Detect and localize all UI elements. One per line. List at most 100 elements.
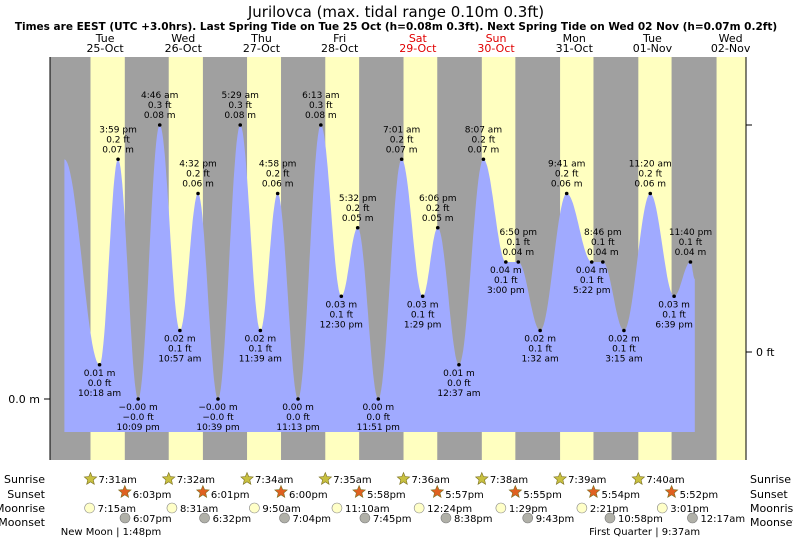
- sunset-time: 6:03pm: [133, 490, 172, 501]
- tide-point: [216, 397, 220, 401]
- tide-m-label: 0.01 m: [84, 369, 116, 379]
- tide-point: [504, 260, 508, 264]
- tide-time-label: 4:58 pm: [259, 160, 297, 170]
- moonrise-time: 11:10am: [345, 504, 390, 515]
- moonrise-icon: [249, 502, 260, 514]
- tide-point: [648, 191, 653, 196]
- tide-point: [238, 123, 243, 127]
- tide-time-label: 3:00 pm: [487, 286, 525, 296]
- tide-m-label: 0.00 m: [282, 403, 314, 413]
- right-tick-label: 0 ft: [756, 346, 775, 359]
- day-name: Tue: [642, 32, 662, 45]
- tide-point: [275, 191, 280, 196]
- chart-title: Jurilovca (max. tidal range 0.10m 0.3ft): [247, 3, 544, 21]
- tide-ft-label: −0.0 ft: [123, 413, 155, 423]
- sunset-icon: [664, 484, 679, 498]
- tide-time-label: 6:39 pm: [655, 320, 693, 330]
- row-label-left: Sunset: [7, 488, 45, 501]
- tide-ft-label: 0.1 ft: [411, 310, 435, 320]
- tide-ft-label: 0.0 ft: [447, 379, 471, 389]
- tide-m-label: 0.06 m: [634, 180, 666, 190]
- sunrise-icon: [240, 471, 254, 485]
- tide-time-label: 3:15 am: [605, 355, 642, 365]
- moonset-time: 10:58pm: [618, 514, 663, 525]
- tide-time-label: 1:32 am: [521, 355, 558, 365]
- sunrise-icon: [161, 471, 176, 485]
- day-name: Sun: [486, 32, 507, 45]
- tide-ft-label: 0.0 ft: [286, 413, 310, 423]
- moonset-icon: [119, 512, 131, 524]
- tide-point: [97, 362, 102, 367]
- sunset-time: 5:58pm: [367, 490, 406, 501]
- tide-time-label: 11:13 pm: [276, 423, 319, 433]
- day-date: 02-Nov: [711, 42, 751, 55]
- sunrise-icon: [318, 471, 333, 485]
- moonset-icon: [199, 512, 210, 524]
- tide-time-label: 10:39 pm: [196, 423, 239, 433]
- tide-m-label: 0.00 m: [362, 403, 394, 413]
- tide-ft-label: 0.1 ft: [329, 310, 353, 320]
- tide-ft-label: 0.1 ft: [168, 345, 192, 355]
- tide-ft-label: 0.0 ft: [366, 413, 390, 423]
- moonset-icon: [687, 512, 698, 524]
- tide-m-label: 0.03 m: [407, 300, 439, 310]
- moonset-icon: [279, 512, 290, 524]
- tide-ft-label: 0.0 ft: [88, 379, 112, 389]
- day-date: 27-Oct: [243, 42, 281, 55]
- sunrise-time: 7:35am: [333, 475, 371, 486]
- tide-ft-label: 0.1 ft: [580, 276, 604, 286]
- tide-time-label: 4:32 pm: [179, 160, 217, 170]
- moonset-icon: [604, 512, 616, 524]
- tide-m-label: 0.06 m: [182, 180, 214, 190]
- tide-ft-label: 0.2 ft: [638, 170, 662, 180]
- moonset-time: 7:04pm: [293, 514, 332, 525]
- sunrise-time: 7:38am: [490, 475, 528, 486]
- sunrise-time: 7:34am: [255, 475, 293, 486]
- tide-m-label: 0.06 m: [551, 180, 583, 190]
- tide-time-label: 4:46 am: [141, 91, 178, 101]
- sunset-icon: [117, 484, 132, 498]
- tide-point: [136, 397, 140, 401]
- tide-ft-label: 0.1 ft: [591, 238, 615, 248]
- moonrise-icon: [166, 502, 178, 514]
- moonrise-icon: [413, 502, 425, 514]
- moonrise-time: 3:01pm: [670, 504, 709, 515]
- tide-point: [564, 191, 569, 196]
- tide-ft-label: 0.1 ft: [528, 345, 552, 355]
- tide-ft-label: 0.1 ft: [679, 238, 703, 248]
- moonset-time: 8:38pm: [454, 514, 493, 525]
- moonrise-time: 8:31am: [180, 504, 218, 515]
- sunset-time: 5:52pm: [680, 490, 719, 501]
- tide-point: [516, 260, 521, 264]
- day-name: Wed: [719, 32, 743, 45]
- moonrise-icon: [331, 502, 343, 514]
- tide-ft-label: 0.2 ft: [555, 170, 579, 180]
- tide-m-label: 0.04 m: [502, 248, 534, 258]
- row-label-left: Moonrise: [0, 502, 45, 515]
- tide-point: [672, 294, 676, 299]
- tide-point: [319, 123, 323, 127]
- tide-m-label: 0.05 m: [342, 214, 374, 224]
- sunset-time: 6:00pm: [289, 490, 328, 501]
- tide-point: [157, 123, 162, 127]
- tide-ft-label: 0.2 ft: [186, 170, 210, 180]
- day-name: Fri: [333, 32, 346, 45]
- row-label-left: Sunrise: [4, 473, 45, 486]
- row-label-left: Moonset: [0, 516, 46, 529]
- tide-ft-label: 0.2 ft: [472, 135, 496, 145]
- tide-time-label: 5:32 pm: [339, 194, 377, 204]
- tide-m-label: 0.02 m: [164, 335, 196, 345]
- tide-m-label: 0.03 m: [325, 300, 357, 310]
- sunrise-icon: [474, 471, 489, 485]
- tide-ft-label: 0.1 ft: [248, 345, 272, 355]
- moonrise-time: 7:15am: [98, 504, 136, 515]
- sunrise-icon: [396, 471, 411, 485]
- row-label-right: Moonrise: [750, 502, 793, 515]
- tide-point: [399, 157, 404, 162]
- tide-m-label: −0.00 m: [198, 403, 237, 413]
- tide-point: [355, 225, 360, 230]
- tide-time-label: 3:59 pm: [99, 125, 137, 135]
- tide-m-label: −0.00 m: [119, 403, 158, 413]
